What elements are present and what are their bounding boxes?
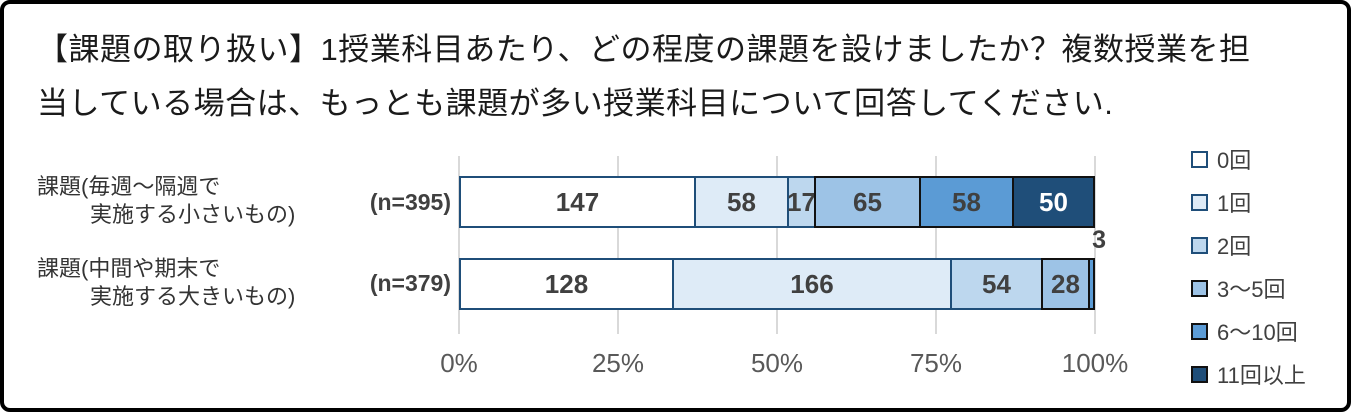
bar-segment: 17: [787, 176, 816, 228]
bar-segment: 147: [459, 176, 696, 228]
x-axis-tick-label: 75%: [909, 348, 963, 378]
outside-value-label: 3: [1092, 226, 1106, 254]
stacked-bar-row: 147 58 17 65 58 50: [459, 176, 1095, 228]
category-label: 課題(中間や期末で: [37, 256, 221, 281]
gridline: [776, 156, 778, 334]
legend-label: 6〜10回: [1217, 320, 1298, 345]
bar-segment: 54: [950, 258, 1043, 310]
x-axis-tick-label: 25%: [591, 348, 645, 378]
category-label: 実施する小さいもの): [90, 202, 296, 227]
segment-value-label: 166: [790, 269, 834, 299]
legend-swatch-icon: [1191, 150, 1208, 168]
segment-value-label: 17: [787, 187, 816, 217]
stacked-bar-row: 128 166 54 28: [459, 258, 1095, 310]
category-label: 課題(毎週〜隔週で: [37, 174, 221, 199]
legend-item: 1回: [1191, 190, 1251, 216]
chart-title-line-2: 当している場合は、もっとも課題が多い授業科目について回答してください.: [37, 86, 1114, 121]
legend-label: 11回以上: [1217, 363, 1306, 388]
category-label: 実施する大きいもの): [90, 284, 296, 309]
segment-value-label: 28: [1051, 269, 1080, 299]
bar-segment: 166: [672, 258, 952, 310]
x-axis-tick-label: 50%: [750, 348, 804, 378]
legend-swatch-icon: [1191, 365, 1208, 383]
bar-segment: 65: [814, 176, 921, 228]
segment-value-label: 128: [544, 269, 589, 299]
x-axis-tick-label: 100%: [1061, 348, 1129, 378]
segment-value-label: 58: [952, 187, 981, 217]
gridline: [617, 156, 619, 334]
segment-value-label: 50: [1039, 187, 1068, 217]
bar-segment: 58: [919, 176, 1014, 228]
legend-item: 11回以上: [1191, 362, 1306, 388]
chart-title-line-1: 【課題の取り扱い】1授業科目あたり、どの程度の課題を設けましたか？複数授業を担: [37, 32, 1251, 67]
segment-value-label: 147: [555, 187, 600, 217]
legend-label: 3〜5回: [1217, 277, 1286, 302]
bar-segment: 28: [1041, 258, 1090, 310]
bar-segment: 128: [459, 258, 674, 310]
legend-label: 2回: [1217, 234, 1252, 259]
bar-segment: [1088, 258, 1095, 310]
gridline: [1094, 156, 1096, 334]
legend-item: 3〜5回: [1191, 276, 1285, 302]
bar-segment: 58: [694, 176, 789, 228]
legend-swatch-icon: [1191, 322, 1208, 340]
sample-size-label: (n=379): [369, 270, 451, 296]
legend-swatch-icon: [1191, 279, 1208, 297]
legend-label: 1回: [1217, 191, 1252, 216]
legend-swatch-icon: [1191, 236, 1208, 254]
segment-value-label: 54: [982, 269, 1011, 299]
x-axis-tick-label: 0%: [440, 348, 478, 378]
legend-label: 0回: [1217, 148, 1252, 173]
gridline: [458, 156, 460, 334]
bar-segment: 50: [1012, 176, 1095, 228]
gridline: [935, 156, 937, 334]
segment-value-label: 65: [853, 187, 882, 217]
legend-item: 2回: [1191, 233, 1251, 259]
legend-item: 6〜10回: [1191, 319, 1298, 345]
segment-value-label: 58: [727, 187, 756, 217]
legend-swatch-icon: [1191, 193, 1208, 211]
sample-size-label: (n=395): [369, 189, 451, 215]
legend-item: 0回: [1191, 147, 1251, 173]
